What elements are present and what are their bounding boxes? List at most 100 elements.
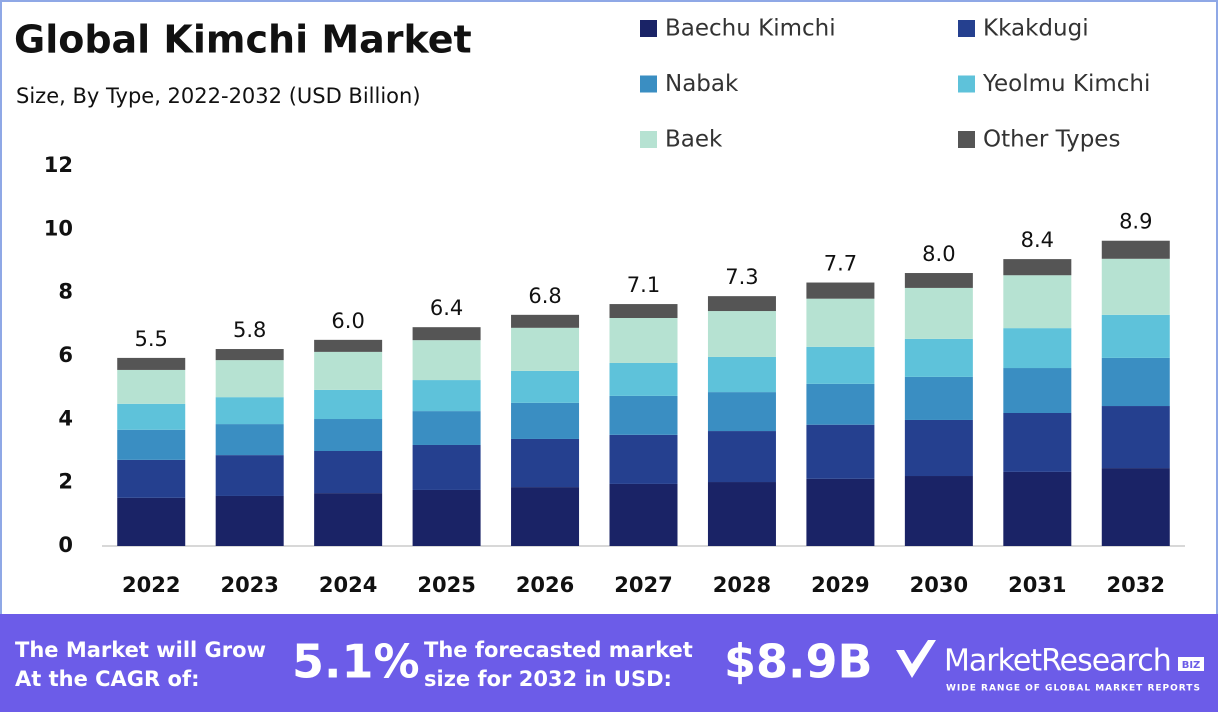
y-tick-label: 8	[58, 280, 73, 304]
bar-segment	[511, 487, 580, 546]
bar-segment	[314, 339, 383, 352]
x-tick-label: 2024	[319, 573, 377, 597]
bar-segment	[1003, 471, 1072, 546]
bar-segment	[117, 403, 186, 430]
bar-segment	[806, 346, 875, 384]
bar-segment	[806, 383, 875, 425]
legend-label: Other Types	[983, 127, 1120, 153]
bar-segment	[707, 311, 776, 357]
bar-segment	[806, 282, 875, 299]
bar-segment	[412, 340, 481, 381]
bar-segment	[412, 380, 481, 412]
bar-segment	[1101, 357, 1170, 407]
total-label: 7.3	[725, 265, 758, 289]
bar-segment	[707, 296, 776, 312]
bar-segment	[806, 298, 875, 347]
bar-segment	[314, 419, 383, 451]
bar-segment	[511, 402, 580, 439]
bar-segment	[609, 395, 678, 435]
bar-segment	[1101, 314, 1170, 358]
bar-segment	[904, 287, 973, 339]
bar-segment	[117, 429, 186, 460]
bar-segment	[412, 411, 481, 445]
bar-segment	[1101, 240, 1170, 259]
bar-segment	[904, 476, 973, 546]
total-label: 8.9	[1119, 210, 1152, 234]
bar-segment	[412, 327, 481, 341]
bar-segment	[1003, 413, 1072, 472]
bar-segment	[412, 444, 481, 490]
forecast-text: size for 2032 in USD:	[424, 667, 672, 691]
forecast-value: $8.9B	[724, 635, 873, 689]
legend-swatch	[958, 75, 975, 93]
x-tick-label: 2028	[713, 573, 771, 597]
bar-segment	[1003, 275, 1072, 329]
total-label: 5.8	[233, 318, 266, 342]
bar-segment	[215, 424, 284, 456]
bar-segment	[707, 392, 776, 432]
legend-label: Nabak	[665, 71, 739, 97]
cagr-text: The Market will Grow	[15, 638, 266, 662]
forecast-text: The forecasted market	[424, 638, 693, 662]
bar-segment	[904, 273, 973, 288]
bar-segment	[117, 369, 186, 404]
bar-segment	[1101, 258, 1170, 315]
bar-segment	[1003, 368, 1072, 413]
cagr-value: 5.1%	[292, 635, 420, 689]
bar-segment	[609, 483, 678, 546]
x-tick-label: 2025	[417, 573, 475, 597]
brand: MarketResearch	[944, 644, 1171, 679]
total-label: 8.0	[922, 242, 955, 266]
bar-segment	[215, 349, 284, 361]
y-tick-label: 4	[58, 406, 73, 430]
bar-segment	[314, 351, 383, 390]
bar-segment	[1101, 468, 1170, 546]
bar-segment	[904, 338, 973, 377]
x-tick-label: 2032	[1107, 573, 1165, 597]
chart-subtitle: Size, By Type, 2022-2032 (USD Billion)	[16, 84, 421, 108]
bar-segment	[511, 438, 580, 488]
tagline: WIDE RANGE OF GLOBAL MARKET REPORTS	[946, 684, 1201, 694]
total-label: 6.8	[528, 284, 561, 308]
bar-segment	[609, 304, 678, 318]
bar-segment	[707, 482, 776, 546]
brand-badge-box	[1178, 657, 1204, 671]
total-label: 6.0	[331, 309, 364, 333]
bar-segment	[314, 389, 383, 420]
bar-segment	[215, 397, 284, 425]
y-tick-label: 12	[44, 153, 73, 177]
legend-label: Baechu Kimchi	[665, 16, 836, 42]
chart-title: Global Kimchi Market	[14, 18, 472, 62]
bar-segment	[511, 314, 580, 328]
x-tick-label: 2029	[811, 573, 869, 597]
y-tick-label: 10	[44, 216, 73, 240]
bar-segment	[1101, 406, 1170, 469]
bar-segment	[1003, 259, 1072, 276]
y-tick-label: 6	[58, 343, 73, 367]
footer-band	[0, 614, 1218, 712]
legend-swatch	[640, 131, 657, 148]
logo-icon	[896, 640, 936, 678]
total-label: 7.7	[824, 252, 857, 276]
brand-badge: BIZ	[1182, 660, 1201, 671]
bar-segment	[806, 424, 875, 479]
bar-segment	[314, 493, 383, 546]
total-label: 6.4	[430, 296, 463, 320]
bar-segment	[806, 478, 875, 546]
bar-segment	[412, 489, 481, 546]
bar-segment	[707, 356, 776, 393]
bar-segment	[707, 431, 776, 483]
legend-swatch	[640, 20, 657, 37]
legend-label: Baek	[665, 127, 723, 153]
bar-segment	[215, 495, 284, 546]
legend-label: Yeolmu Kimchi	[982, 71, 1150, 97]
legend-swatch	[958, 131, 975, 148]
legend-swatch	[958, 20, 975, 37]
legend-label: Kkakdugi	[983, 16, 1089, 42]
bar-segment	[314, 451, 383, 494]
bar-segment	[215, 360, 284, 398]
bar-segment	[511, 327, 580, 371]
bar-segment	[117, 497, 186, 546]
bar-segment	[904, 376, 973, 420]
